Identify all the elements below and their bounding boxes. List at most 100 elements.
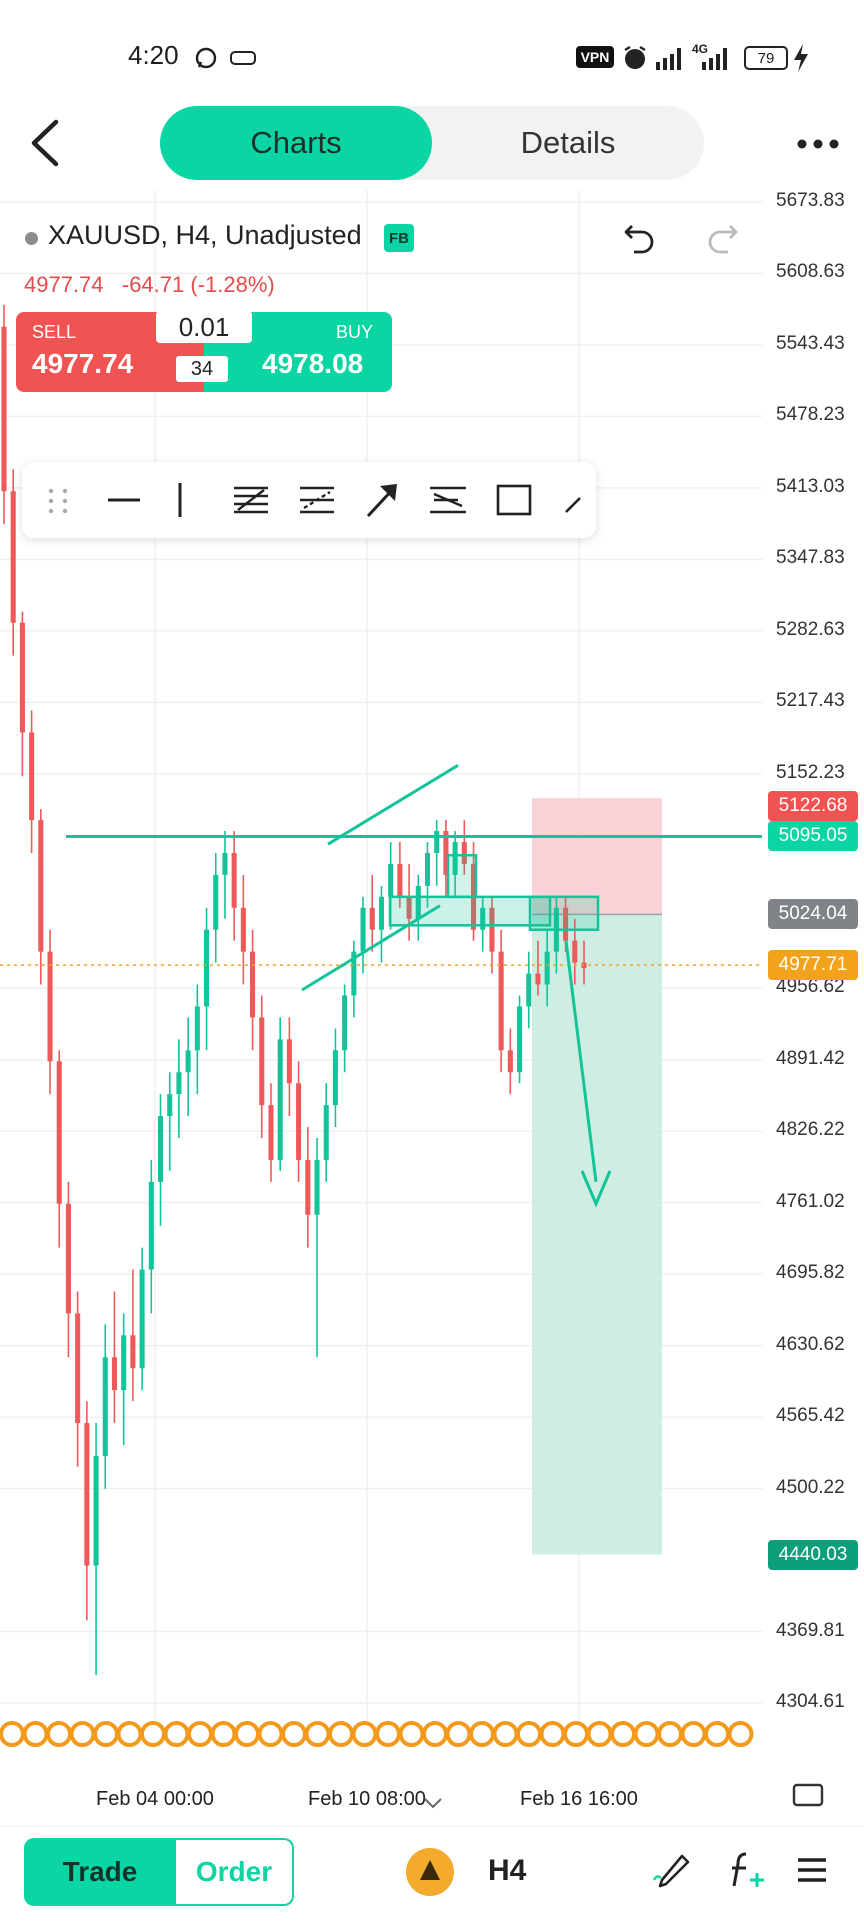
x-tick: Feb 04 00:00: [96, 1788, 214, 1810]
candle-body: [185, 1050, 191, 1073]
trend-line-lower: [301, 904, 441, 992]
event-marker: [187, 1721, 213, 1747]
candle-body: [47, 951, 53, 1062]
price-axis-tick: 5347.83: [776, 547, 845, 569]
price-axis-tick: 4630.62: [776, 1333, 845, 1355]
draw-pen-icon[interactable]: [652, 1850, 694, 1890]
candle-body: [56, 1061, 62, 1204]
event-marker: [116, 1721, 143, 1747]
event-marker: [257, 1721, 284, 1747]
back-icon[interactable]: [28, 118, 62, 168]
event-marker: [680, 1721, 707, 1747]
x-tick: Feb 16 16:00: [520, 1788, 638, 1810]
order-button[interactable]: Order: [176, 1838, 294, 1906]
candle-body: [443, 831, 449, 875]
event-marker: [375, 1721, 401, 1747]
price-axis-tick: 5282.63: [776, 618, 845, 640]
symbol-title[interactable]: XAUUSD, H4, Unadjusted: [48, 220, 362, 250]
candle-body: [38, 820, 44, 952]
arrow-tool-icon[interactable]: [364, 480, 400, 520]
event-marker: [140, 1721, 166, 1747]
quantity-input[interactable]: 0.01: [156, 311, 252, 343]
candle-body: [194, 1006, 200, 1051]
chevron-down-icon[interactable]: [422, 1796, 444, 1810]
candle-body: [167, 1094, 173, 1117]
event-marker: [633, 1721, 660, 1747]
price-axis-tick: 5543.43: [776, 332, 845, 354]
candle-body: [10, 491, 16, 623]
vertical-line-tool-icon[interactable]: [170, 480, 190, 520]
price-badge: 4977.71: [768, 950, 858, 981]
candle-body: [323, 1105, 329, 1160]
price-axis-tick: 4826.22: [776, 1119, 845, 1141]
x-tick: Feb 10 08:00: [308, 1788, 426, 1810]
candle-body: [526, 973, 532, 1007]
event-marker: [163, 1721, 190, 1747]
stop-loss-zone: [532, 798, 662, 915]
event-marker: [328, 1721, 354, 1747]
candle-body: [388, 863, 394, 897]
candle-body: [452, 842, 458, 875]
redo-icon[interactable]: [704, 220, 740, 256]
candle-body: [424, 852, 431, 886]
candle-body: [286, 1039, 292, 1084]
candle-body: [369, 907, 375, 930]
candle-body: [572, 940, 578, 963]
last-price: 4977.74: [24, 272, 104, 297]
trade-button[interactable]: Trade: [24, 1838, 176, 1906]
battery-level: 79: [757, 49, 775, 67]
price-chart[interactable]: [0, 190, 864, 1790]
network-type-label: 4G: [692, 42, 709, 56]
candle-body: [250, 951, 256, 1018]
timeframe-selector[interactable]: H4: [488, 1854, 527, 1887]
candle-body: [544, 951, 550, 985]
candle-body: [93, 1455, 99, 1566]
candle-body: [277, 1039, 283, 1160]
event-marker: [281, 1721, 307, 1747]
spread-value: 34: [176, 356, 228, 382]
candle-body: [406, 896, 412, 919]
undo-icon[interactable]: [622, 220, 658, 256]
trend-channel-tool-icon[interactable]: [428, 482, 468, 518]
event-marker: [422, 1721, 448, 1747]
tab-charts[interactable]: Charts: [160, 106, 432, 180]
price-axis-tick: 4304.61: [776, 1691, 845, 1712]
more-options-icon[interactable]: [796, 130, 840, 158]
price-axis-tick: 4695.82: [776, 1262, 845, 1284]
menu-icon[interactable]: [796, 1856, 828, 1884]
status-time: 4:20: [128, 40, 179, 70]
alarm-icon: [624, 45, 646, 69]
fullscreen-icon[interactable]: [792, 1782, 824, 1808]
horizontal-line-tool-icon[interactable]: [104, 482, 144, 518]
candle-body: [507, 1050, 513, 1073]
indicator-function-icon[interactable]: [728, 1848, 768, 1892]
indicator-gold-icon[interactable]: [406, 1848, 454, 1896]
price-change-line: 4977.74 -64.71 (-1.28%): [24, 272, 275, 298]
trend-line-tool-icon[interactable]: [562, 486, 586, 516]
candle-body: [332, 1050, 338, 1106]
rectangle-tool-icon[interactable]: [496, 484, 532, 516]
price-axis-tick: 4891.42: [776, 1047, 845, 1069]
parallel-channel-tool-icon[interactable]: [298, 482, 336, 518]
candle-body: [434, 831, 440, 853]
price-axis-tick: 5413.03: [776, 475, 845, 497]
price-change: -64.71 (-1.28%): [121, 272, 275, 297]
event-marker: [492, 1721, 519, 1747]
tab-details[interactable]: Details: [520, 125, 616, 160]
entry-zone: [528, 895, 600, 931]
candle-body: [121, 1335, 127, 1391]
signal-2-icon: [702, 48, 727, 70]
candle-body: [351, 951, 357, 996]
event-marker: [234, 1721, 260, 1747]
candle-body: [268, 1105, 274, 1160]
candle-body: [535, 973, 541, 985]
price-axis-tick: 5217.43: [776, 690, 845, 712]
candle-body: [19, 622, 25, 733]
event-marker: [539, 1721, 566, 1747]
projection-arrow-head: [580, 1170, 612, 1208]
candle-body: [176, 1072, 182, 1095]
fibonacci-tool-icon[interactable]: [232, 482, 270, 518]
drag-handle-icon[interactable]: [46, 486, 72, 516]
candle-body: [84, 1423, 90, 1566]
price-badge: 4440.03: [768, 1539, 858, 1570]
